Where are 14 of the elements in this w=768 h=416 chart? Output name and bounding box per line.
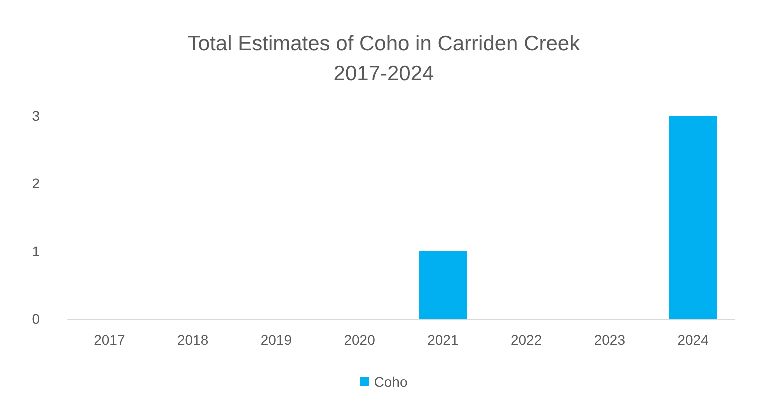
x-tick-label: 2019 [260,332,292,348]
x-tick-label: 2018 [177,332,209,348]
y-tick-label: 1 [32,243,40,260]
x-tick-label: 2021 [428,332,459,348]
legend-label: Coho [374,374,408,390]
y-tick-label: 0 [32,311,40,327]
y-tick-label: 2 [32,176,40,192]
x-tick-label: 2017 [94,332,126,348]
x-tick-label: 2023 [594,332,626,348]
x-tick-label: 2022 [510,332,542,348]
y-tick-label: 3 [32,108,40,124]
x-tick-label: 2024 [678,332,710,348]
x-tick-label: 2020 [344,332,376,348]
chart-title: Total Estimates of Coho in Carriden Creek 2017-2024 [188,32,581,86]
